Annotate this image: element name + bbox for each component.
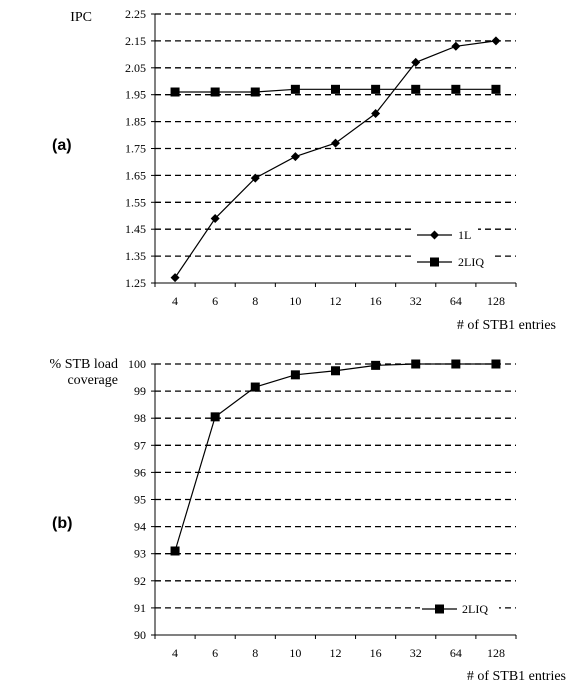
series-line xyxy=(174,363,496,552)
series-1L xyxy=(170,36,501,283)
x-tick-label: 16 xyxy=(370,294,382,308)
y-tick-label: 1.85 xyxy=(125,115,146,129)
data-point xyxy=(331,138,340,148)
data-point xyxy=(210,213,220,223)
x-tick-label: 32 xyxy=(410,294,422,308)
series-2LIQ xyxy=(170,84,501,97)
panel-label: (a) xyxy=(52,137,72,154)
data-point xyxy=(290,84,300,94)
data-point xyxy=(290,152,300,162)
data-point xyxy=(491,84,501,94)
data-point xyxy=(451,41,461,51)
y-tick-label: 1.45 xyxy=(125,222,146,236)
x-tick-label: 6 xyxy=(212,294,218,308)
data-point xyxy=(491,359,501,369)
y-tick-label: 2.25 xyxy=(125,7,146,21)
legend-marker xyxy=(435,604,444,614)
data-point xyxy=(331,366,340,376)
x-tick-label: 128 xyxy=(487,294,505,308)
data-point xyxy=(491,36,501,46)
y-tick-label: 99 xyxy=(134,384,146,398)
y-tick-label: 94 xyxy=(134,520,146,534)
series-2LIQ xyxy=(170,359,501,556)
x-tick-label: 32 xyxy=(410,646,422,660)
y-tick-label: 1.75 xyxy=(125,142,146,156)
x-tick-label: 64 xyxy=(450,646,462,660)
x-tick-label: 4 xyxy=(172,294,178,308)
y-tick-label: 93 xyxy=(134,547,146,561)
y-tick-label: 95 xyxy=(134,493,146,507)
x-tick-label: 8 xyxy=(252,294,258,308)
y-tick-label: 1.65 xyxy=(125,168,146,182)
x-tick-label: 64 xyxy=(450,294,462,308)
data-point xyxy=(451,359,461,369)
panel-label: (b) xyxy=(52,515,72,532)
data-point xyxy=(411,84,421,94)
y-tick-label: 1.25 xyxy=(125,276,146,290)
data-point xyxy=(331,84,340,94)
legend-label: 2LIQ xyxy=(458,255,484,269)
data-point xyxy=(250,382,260,392)
x-tick-label: 6 xyxy=(212,646,218,660)
data-point xyxy=(411,359,421,369)
x-tick-label: 16 xyxy=(370,646,382,660)
y-tick-label: 1.55 xyxy=(125,195,146,209)
x-tick-label: 10 xyxy=(289,646,301,660)
x-tick-label: 12 xyxy=(330,294,342,308)
y-tick-label: 2.15 xyxy=(125,34,146,48)
legend-marker xyxy=(430,230,439,240)
chart-panel-b: 90 91 92 93 94 95 96 97 98 99 100 4 6 8 10 12 16 32 64 128%… xyxy=(50,357,566,684)
y-axis-label: coverage xyxy=(67,373,118,388)
y-tick-label: 91 xyxy=(134,601,146,615)
legend-entry: 2LIQ xyxy=(420,601,499,617)
y-tick-label: 92 xyxy=(134,574,146,588)
y-tick-label: 100 xyxy=(128,357,146,371)
data-point xyxy=(250,87,260,97)
data-point xyxy=(170,87,180,97)
y-tick-label: 2.05 xyxy=(125,61,146,75)
y-axis-label: % STB load xyxy=(50,357,118,372)
chart-panel-a: 1.25 1.35 1.45 1.55 1.65 1.75 1.85 1.95 2.05 2.15… xyxy=(52,7,556,333)
x-tick-label: 10 xyxy=(289,294,301,308)
x-tick-label: 8 xyxy=(252,646,258,660)
x-axis-label: # of STB1 entries xyxy=(457,318,556,333)
x-tick-label: 12 xyxy=(330,646,342,660)
legend-label: 2LIQ xyxy=(462,602,488,616)
x-tick-label: 128 xyxy=(487,646,505,660)
data-point xyxy=(170,273,180,283)
y-axis-label: IPC xyxy=(70,10,92,25)
data-point xyxy=(371,84,381,94)
data-point xyxy=(411,57,421,67)
legend-entry: 2LIQ xyxy=(415,254,494,270)
data-point xyxy=(371,109,381,119)
data-point xyxy=(250,173,260,183)
y-tick-label: 1.95 xyxy=(125,88,146,102)
data-point xyxy=(210,87,220,97)
y-tick-label: 96 xyxy=(134,465,146,479)
data-point xyxy=(451,84,461,94)
x-tick-label: 4 xyxy=(172,646,178,660)
data-point xyxy=(170,546,180,556)
x-axis-label: # of STB1 entries xyxy=(467,669,566,684)
data-point xyxy=(290,370,300,380)
legend-marker xyxy=(430,257,439,267)
y-tick-label: 97 xyxy=(134,438,146,452)
data-point xyxy=(371,360,381,370)
legend-label: 1L xyxy=(458,228,471,242)
y-tick-label: 98 xyxy=(134,411,146,425)
data-point xyxy=(210,412,220,422)
y-tick-label: 1.35 xyxy=(125,249,146,263)
y-tick-label: 90 xyxy=(134,628,146,642)
legend-entry: 1L xyxy=(415,227,478,243)
